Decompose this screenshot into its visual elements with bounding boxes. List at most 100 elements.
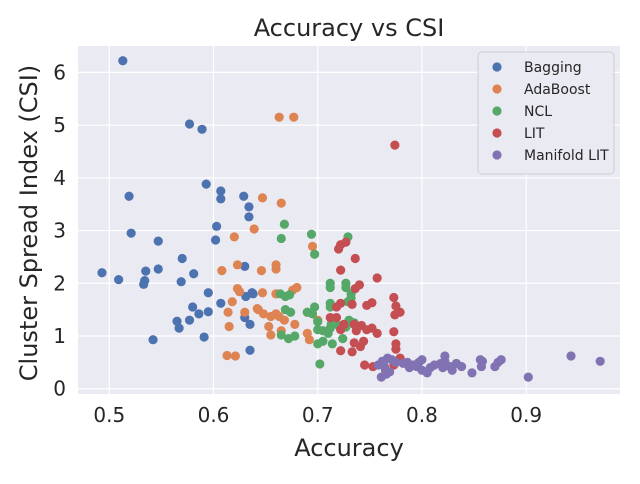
data-point-ncl xyxy=(279,219,289,229)
data-point-ncl xyxy=(313,339,323,349)
y-tick-label: 5 xyxy=(53,113,66,137)
data-point-bagging xyxy=(174,323,184,333)
data-point-lit xyxy=(331,312,342,323)
data-point-ncl xyxy=(325,323,335,333)
data-point-lit xyxy=(347,299,357,309)
data-point-manifold-lit xyxy=(595,356,605,366)
data-point-ncl xyxy=(310,249,320,259)
data-point-bagging xyxy=(194,309,204,319)
data-point-bagging xyxy=(241,291,251,302)
data-point-manifold-lit xyxy=(490,361,500,372)
legend-marker xyxy=(492,62,502,72)
data-point-manifold-lit xyxy=(467,368,477,378)
data-point-manifold-lit xyxy=(376,372,386,382)
data-point-lit xyxy=(336,298,346,308)
chart-title: Accuracy vs CSI xyxy=(254,14,445,42)
data-point-adaboost xyxy=(292,282,302,293)
legend-marker xyxy=(492,84,502,94)
data-point-bagging xyxy=(114,274,124,285)
data-point-manifold-lit xyxy=(429,360,440,370)
legend: Bagging AdaBoost NCL LIT Manifold LIT xyxy=(477,51,615,175)
data-point-lit xyxy=(372,328,382,338)
data-point-adaboost xyxy=(230,351,240,361)
data-point-manifold-lit xyxy=(476,361,486,372)
series-bagging xyxy=(97,56,258,355)
data-point-bagging xyxy=(245,345,255,355)
data-point-bagging xyxy=(199,332,209,342)
data-point-bagging xyxy=(188,302,198,312)
data-point-adaboost xyxy=(257,193,268,203)
data-point-lit xyxy=(336,346,346,356)
data-point-bagging xyxy=(184,119,195,129)
data-point-bagging xyxy=(216,298,226,308)
data-point-adaboost xyxy=(290,319,300,329)
data-point-bagging xyxy=(203,288,213,298)
data-point-adaboost xyxy=(264,321,274,332)
data-point-lit xyxy=(391,339,401,349)
data-point-lit xyxy=(350,253,360,264)
data-point-bagging xyxy=(153,264,163,274)
data-point-adaboost xyxy=(307,241,318,251)
data-point-lit xyxy=(333,244,344,254)
series-manifold-lit xyxy=(373,351,605,382)
data-point-ncl xyxy=(315,359,325,369)
data-point-lit xyxy=(336,265,346,275)
data-point-lit xyxy=(341,237,351,247)
data-point-lit xyxy=(372,273,382,283)
series-lit xyxy=(325,140,405,372)
x-axis-label: Accuracy xyxy=(294,434,404,462)
data-point-lit xyxy=(367,298,377,308)
data-point-bagging xyxy=(124,191,134,201)
data-point-lit xyxy=(390,310,400,320)
data-point-adaboost xyxy=(224,321,234,332)
data-point-adaboost xyxy=(252,303,262,314)
data-point-manifold-lit xyxy=(523,372,533,382)
data-point-lit xyxy=(389,292,399,303)
data-point-ncl xyxy=(284,290,295,300)
data-point-manifold-lit xyxy=(373,360,383,370)
data-point-bagging xyxy=(189,269,199,279)
data-point-adaboost xyxy=(229,232,239,242)
data-point-bagging xyxy=(141,266,151,276)
data-point-bagging xyxy=(248,289,258,299)
data-point-lit xyxy=(347,347,357,357)
data-point-bagging xyxy=(210,235,221,245)
data-point-adaboost xyxy=(227,297,237,307)
data-point-adaboost xyxy=(217,266,227,276)
legend-marker xyxy=(492,150,502,160)
data-point-adaboost xyxy=(258,309,269,319)
data-point-bagging xyxy=(244,212,254,222)
legend-label: AdaBoost xyxy=(524,82,591,98)
legend-label: LIT xyxy=(524,126,545,142)
data-point-manifold-lit xyxy=(456,361,467,372)
data-point-bagging xyxy=(239,191,249,201)
data-point-ncl xyxy=(290,331,300,341)
data-point-lit xyxy=(390,140,400,150)
data-point-ncl xyxy=(341,282,351,293)
data-point-adaboost xyxy=(279,315,289,325)
data-point-bagging xyxy=(139,279,149,289)
data-point-adaboost xyxy=(249,224,259,234)
data-point-lit xyxy=(358,336,369,346)
data-point-lit xyxy=(336,325,346,335)
data-point-bagging xyxy=(118,56,128,66)
x-tick-label: 0.9 xyxy=(510,403,542,427)
x-tick-label: 0.5 xyxy=(93,403,125,427)
data-point-ncl xyxy=(286,307,296,317)
data-point-manifold-lit xyxy=(496,355,506,365)
y-tick-label: 6 xyxy=(53,60,66,84)
legend-marker xyxy=(492,106,502,116)
data-point-lit xyxy=(389,327,399,337)
data-point-adaboost xyxy=(257,288,268,298)
data-point-ncl xyxy=(276,233,286,244)
y-tick-label: 4 xyxy=(53,166,66,190)
data-point-bagging xyxy=(177,253,187,264)
data-point-bagging xyxy=(244,202,254,212)
data-point-bagging xyxy=(184,315,195,325)
data-point-ncl xyxy=(313,317,323,327)
legend-label: Bagging xyxy=(524,60,582,76)
data-point-bagging xyxy=(212,221,222,231)
data-point-bagging xyxy=(203,307,213,317)
data-point-bagging xyxy=(245,319,255,329)
